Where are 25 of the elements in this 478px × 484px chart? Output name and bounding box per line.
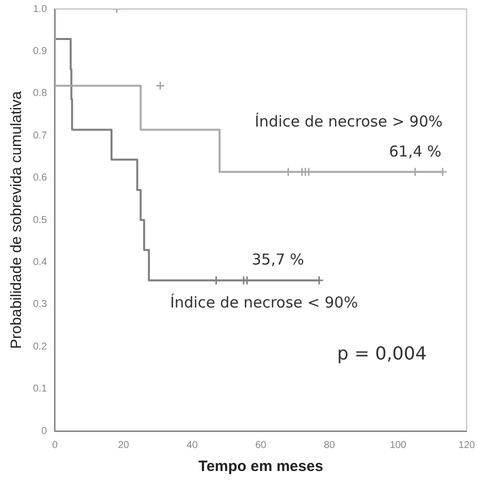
- x-tick-label: 20: [118, 440, 130, 451]
- y-tick-label: 0.3: [32, 299, 48, 310]
- y-tick-label: 0.9: [32, 46, 48, 57]
- y-tick-label: 0.4: [32, 256, 48, 268]
- y-axis-title: Probabilidade de sobrevida cumulativa: [8, 90, 26, 349]
- annotation: 35,7 %: [252, 250, 304, 269]
- x-tick-label: 120: [458, 440, 476, 451]
- x-tick-label: 80: [324, 440, 336, 451]
- y-tick-label: 0.8: [32, 88, 48, 100]
- x-axis-title: Tempo em meses: [198, 458, 324, 476]
- y-tick-label: 0.7: [32, 130, 48, 142]
- x-tick-label: 0: [52, 440, 58, 451]
- text: Índice de necrose > 90%: [254, 112, 443, 130]
- x-tick-label: 40: [186, 440, 198, 451]
- series-label: Índice de necrose < 90%: [170, 294, 358, 312]
- y-tick-label: 0: [41, 426, 48, 437]
- y-tick-label: 0.2: [32, 341, 48, 352]
- y-tick-label: 0.1: [32, 384, 48, 395]
- annotation: 61,4 %: [388, 142, 442, 160]
- x-tick-label: 60: [255, 440, 267, 451]
- x-tick-label: 100: [390, 440, 407, 451]
- annotation: p = 0,004: [337, 344, 427, 365]
- y-tick-label: 0.5: [32, 214, 48, 226]
- y-tick-label: 1.0: [32, 4, 48, 15]
- y-tick-label: 0.6: [32, 172, 48, 184]
